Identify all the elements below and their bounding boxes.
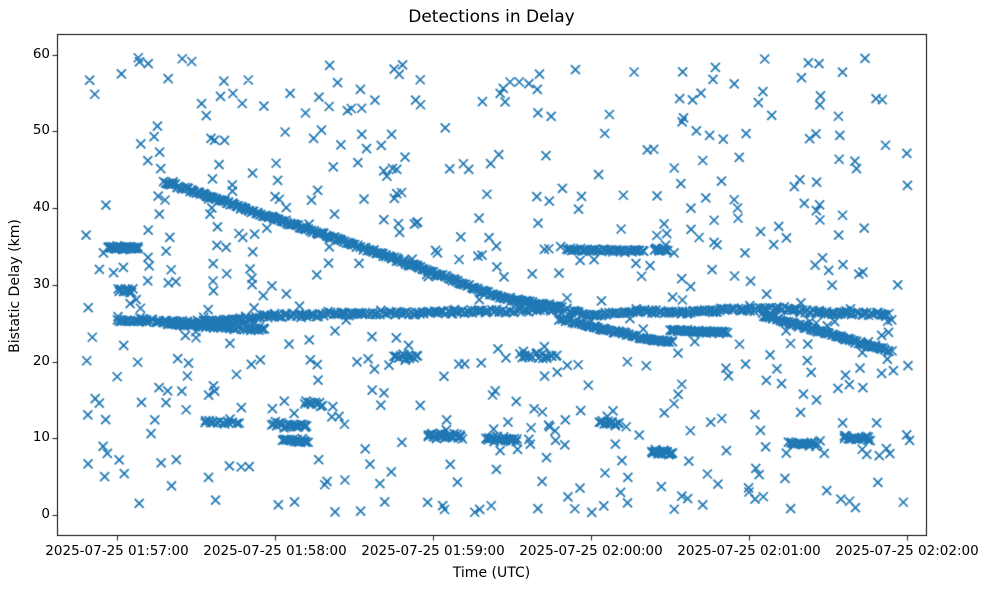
x-tick-label: 2025-07-25 02:01:00 — [677, 543, 821, 559]
x-tick-label: 2025-07-25 02:00:00 — [519, 543, 663, 559]
x-tick-label: 2025-07-25 01:57:00 — [45, 543, 189, 559]
y-tick-label: 10 — [32, 429, 50, 446]
x-tick-label: 2025-07-25 01:58:00 — [203, 543, 347, 559]
x-tick-label: 2025-07-25 01:59:00 — [361, 543, 505, 559]
y-tick-label: 60 — [32, 45, 50, 62]
y-tick-label: 20 — [32, 352, 50, 369]
y-tick-label: 30 — [32, 275, 50, 292]
x-tick-label: 2025-07-25 02:02:00 — [835, 543, 979, 559]
x-axis-label: Time (UTC) — [452, 565, 531, 581]
y-tick-label: 40 — [32, 199, 50, 216]
y-tick-label: 0 — [41, 506, 50, 523]
y-tick-label: 50 — [32, 122, 50, 139]
chart-title: Detections in Delay — [408, 7, 575, 27]
